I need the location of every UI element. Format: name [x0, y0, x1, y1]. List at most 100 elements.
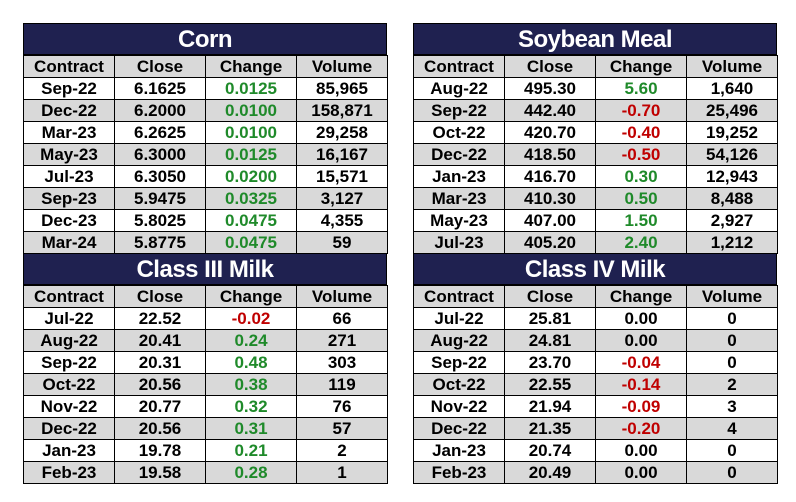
- change-header: Change: [595, 285, 687, 308]
- change-cell: 0.0475: [205, 231, 297, 254]
- close-cell: 21.94: [504, 395, 596, 418]
- close-header: Close: [114, 55, 206, 78]
- volume-cell: 303: [296, 351, 388, 374]
- volume-cell: 0: [686, 461, 778, 484]
- close-cell: 5.8025: [114, 209, 206, 232]
- change-cell: -0.20: [595, 417, 687, 440]
- change-cell: 0.50: [595, 187, 687, 210]
- contract-cell: Mar-23: [23, 121, 115, 144]
- contract-cell: Sep-22: [23, 351, 115, 374]
- close-cell: 495.30: [504, 77, 596, 100]
- close-cell: 24.81: [504, 329, 596, 352]
- change-cell: -0.02: [205, 307, 297, 330]
- volume-cell: 0: [686, 439, 778, 462]
- contract-cell: Nov-22: [413, 395, 505, 418]
- change-cell: 0.0100: [205, 121, 297, 144]
- change-cell: 0.31: [205, 417, 297, 440]
- change-cell: 0.24: [205, 329, 297, 352]
- table-row: Jul-23 6.3050 0.0200 15,571: [23, 165, 388, 188]
- table-row: Jan-23 20.74 0.00 0: [413, 439, 778, 462]
- volume-cell: 3: [686, 395, 778, 418]
- close-header: Close: [504, 55, 596, 78]
- close-cell: 5.8775: [114, 231, 206, 254]
- table-title: Class IV Milk: [413, 253, 777, 285]
- close-cell: 410.30: [504, 187, 596, 210]
- contract-cell: Oct-22: [413, 373, 505, 396]
- contract-cell: Sep-22: [413, 99, 505, 122]
- change-cell: 0.00: [595, 307, 687, 330]
- contract-cell: Oct-22: [413, 121, 505, 144]
- volume-header: Volume: [296, 55, 388, 78]
- volume-cell: 158,871: [296, 99, 388, 122]
- close-cell: 22.55: [504, 373, 596, 396]
- volume-cell: 4,355: [296, 209, 388, 232]
- volume-cell: 0: [686, 351, 778, 374]
- class-iii-milk-panel: Class III Milk Contract Close Change Volume J…: [23, 253, 388, 484]
- close-cell: 21.35: [504, 417, 596, 440]
- contract-cell: Jul-22: [413, 307, 505, 330]
- close-cell: 407.00: [504, 209, 596, 232]
- header-row: Contract Close Change Volume: [413, 285, 778, 308]
- change-header: Change: [205, 55, 297, 78]
- volume-cell: 54,126: [686, 143, 778, 166]
- change-cell: 1.50: [595, 209, 687, 232]
- contract-header: Contract: [23, 55, 115, 78]
- contract-cell: Dec-22: [413, 417, 505, 440]
- change-cell: 0.38: [205, 373, 297, 396]
- contract-cell: Mar-23: [413, 187, 505, 210]
- volume-cell: 12,943: [686, 165, 778, 188]
- volume-cell: 3,127: [296, 187, 388, 210]
- close-cell: 6.1625: [114, 77, 206, 100]
- change-cell: -0.09: [595, 395, 687, 418]
- table-row: Nov-22 21.94 -0.09 3: [413, 395, 778, 418]
- table-row: Mar-23 6.2625 0.0100 29,258: [23, 121, 388, 144]
- volume-cell: 29,258: [296, 121, 388, 144]
- close-cell: 6.3050: [114, 165, 206, 188]
- contract-cell: Jul-23: [23, 165, 115, 188]
- table-row: Jan-23 19.78 0.21 2: [23, 439, 388, 462]
- table-row: Oct-22 22.55 -0.14 2: [413, 373, 778, 396]
- close-header: Close: [504, 285, 596, 308]
- price-table: Contract Close Change Volume Jul-22 25.81 0.00…: [413, 285, 778, 484]
- close-cell: 6.2000: [114, 99, 206, 122]
- volume-cell: 25,496: [686, 99, 778, 122]
- close-cell: 405.20: [504, 231, 596, 254]
- price-table: Contract Close Change Volume Sep-22 6.1625 0.0…: [23, 55, 388, 254]
- volume-cell: 0: [686, 329, 778, 352]
- volume-header: Volume: [296, 285, 388, 308]
- close-cell: 22.52: [114, 307, 206, 330]
- change-cell: 0.00: [595, 439, 687, 462]
- table-row: Dec-22 21.35 -0.20 4: [413, 417, 778, 440]
- close-cell: 418.50: [504, 143, 596, 166]
- change-header: Change: [205, 285, 297, 308]
- close-cell: 19.78: [114, 439, 206, 462]
- volume-cell: 16,167: [296, 143, 388, 166]
- contract-cell: Aug-22: [413, 329, 505, 352]
- contract-cell: Sep-23: [23, 187, 115, 210]
- change-cell: 0.0200: [205, 165, 297, 188]
- contract-cell: Oct-22: [23, 373, 115, 396]
- contract-cell: Dec-22: [23, 99, 115, 122]
- table-row: Aug-22 24.81 0.00 0: [413, 329, 778, 352]
- close-cell: 20.74: [504, 439, 596, 462]
- volume-header: Volume: [686, 285, 778, 308]
- contract-cell: Dec-23: [23, 209, 115, 232]
- contract-cell: Mar-24: [23, 231, 115, 254]
- contract-header: Contract: [413, 285, 505, 308]
- contract-cell: Jul-23: [413, 231, 505, 254]
- table-row: Oct-22 420.70 -0.40 19,252: [413, 121, 778, 144]
- close-cell: 20.77: [114, 395, 206, 418]
- table-title: Class III Milk: [23, 253, 387, 285]
- change-cell: 0.0100: [205, 99, 297, 122]
- table-row: Aug-22 495.30 5.60 1,640: [413, 77, 778, 100]
- contract-cell: Sep-22: [23, 77, 115, 100]
- volume-cell: 0: [686, 307, 778, 330]
- close-cell: 416.70: [504, 165, 596, 188]
- volume-cell: 15,571: [296, 165, 388, 188]
- change-cell: 0.21: [205, 439, 297, 462]
- table-row: Dec-22 418.50 -0.50 54,126: [413, 143, 778, 166]
- change-cell: 0.32: [205, 395, 297, 418]
- volume-cell: 2: [296, 439, 388, 462]
- table-title: Corn: [23, 23, 387, 55]
- table-row: Jan-23 416.70 0.30 12,943: [413, 165, 778, 188]
